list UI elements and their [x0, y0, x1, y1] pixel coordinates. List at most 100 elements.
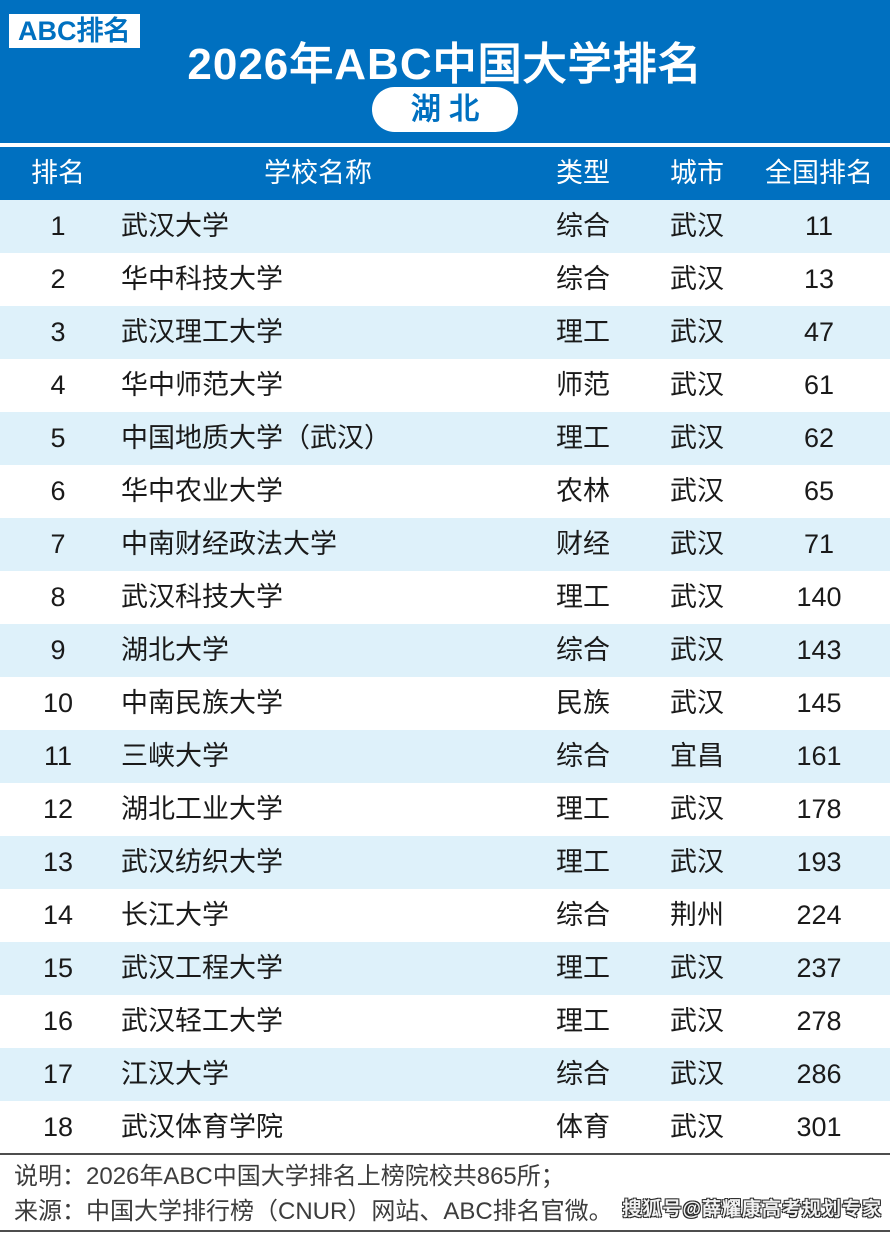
header-city: 城市 — [670, 158, 724, 188]
table-row: 8 武汉科技大学 理工 武汉 140 — [0, 571, 890, 624]
cell-rank: 9 — [50, 635, 66, 665]
cell-name: 武汉科技大学 — [121, 582, 283, 612]
cell-type: 综合 — [556, 635, 610, 665]
cell-city: 武汉 — [670, 476, 724, 506]
cell-name: 华中师范大学 — [121, 370, 283, 400]
cell-national: 71 — [803, 529, 835, 559]
cell-type: 综合 — [556, 741, 610, 771]
cell-name: 中南财经政法大学 — [121, 529, 337, 559]
cell-national: 61 — [803, 370, 835, 400]
header-national-rank: 全国排名 — [765, 158, 873, 188]
cell-name: 湖北工业大学 — [121, 794, 283, 824]
table-row: 14 长江大学 综合 荆州 224 — [0, 889, 890, 942]
watermark: 搜狐号@薛耀康高考规划专家 — [622, 1199, 882, 1220]
cell-city: 武汉 — [670, 423, 724, 453]
table-header: 排名 学校名称 类型 城市 全国排名 — [0, 147, 890, 200]
cell-rank: 15 — [42, 953, 74, 983]
cell-city: 武汉 — [670, 582, 724, 612]
cell-type: 民族 — [556, 688, 610, 718]
cell-name: 华中科技大学 — [121, 264, 283, 294]
cell-rank: 3 — [50, 317, 66, 347]
cell-name: 长江大学 — [121, 900, 229, 930]
cell-rank: 13 — [42, 847, 74, 877]
cell-rank: 2 — [50, 264, 66, 294]
cell-type: 理工 — [556, 423, 610, 453]
table-row: 5 中国地质大学（武汉） 理工 武汉 62 — [0, 412, 890, 465]
table-row: 12 湖北工业大学 理工 武汉 178 — [0, 783, 890, 836]
cell-name: 华中农业大学 — [121, 476, 283, 506]
cell-city: 武汉 — [670, 688, 724, 718]
cell-rank: 16 — [42, 1006, 74, 1036]
cell-name: 武汉工程大学 — [121, 953, 283, 983]
table-row: 17 江汉大学 综合 武汉 286 — [0, 1048, 890, 1101]
cell-national: 65 — [803, 476, 835, 506]
cell-type: 理工 — [556, 582, 610, 612]
cell-name: 江汉大学 — [121, 1059, 229, 1089]
cell-rank: 10 — [42, 688, 74, 718]
table-row: 9 湖北大学 综合 武汉 143 — [0, 624, 890, 677]
cell-rank: 12 — [42, 794, 74, 824]
cell-type: 理工 — [556, 847, 610, 877]
cell-national: 178 — [796, 794, 842, 824]
footer-source: 来源：中国大学排行榜（CNUR）网站、ABC排名官微。 — [14, 1198, 613, 1225]
cell-type: 财经 — [556, 529, 610, 559]
top-banner: ABC排名 2026年ABC中国大学排名 湖 北 — [0, 0, 890, 143]
table-row: 3 武汉理工大学 理工 武汉 47 — [0, 306, 890, 359]
cell-type: 理工 — [556, 317, 610, 347]
cell-national: 278 — [796, 1006, 842, 1036]
province-pill: 湖 北 — [372, 87, 518, 132]
cell-type: 综合 — [556, 1059, 610, 1089]
cell-national: 143 — [796, 635, 842, 665]
table-body: 1 武汉大学 综合 武汉 11 2 华中科技大学 综合 武汉 13 3 武汉理工大学 理工 武汉 47 4 华中… — [0, 200, 890, 1154]
cell-type: 理工 — [556, 953, 610, 983]
cell-name: 武汉纺织大学 — [121, 847, 283, 877]
cell-city: 宜昌 — [670, 741, 724, 771]
table-row: 6 华中农业大学 农林 武汉 65 — [0, 465, 890, 518]
cell-rank: 4 — [50, 370, 66, 400]
cell-name: 武汉轻工大学 — [121, 1006, 283, 1036]
table-row: 1 武汉大学 综合 武汉 11 — [0, 200, 890, 253]
abc-ranking-badge: ABC排名 — [9, 14, 140, 48]
footer-note: 说明：2026年ABC中国大学排名上榜院校共865所； — [14, 1163, 565, 1190]
cell-rank: 18 — [42, 1112, 74, 1142]
cell-national: 237 — [796, 953, 842, 983]
cell-rank: 7 — [50, 529, 66, 559]
cell-name: 武汉大学 — [121, 211, 229, 241]
cell-city: 武汉 — [670, 635, 724, 665]
cell-city: 武汉 — [670, 953, 724, 983]
cell-city: 武汉 — [670, 794, 724, 824]
cell-national: 286 — [796, 1059, 842, 1089]
cell-name: 湖北大学 — [121, 635, 229, 665]
cell-rank: 11 — [43, 741, 73, 771]
cell-type: 师范 — [556, 370, 610, 400]
cell-national: 62 — [803, 423, 835, 453]
table-row: 11 三峡大学 综合 宜昌 161 — [0, 730, 890, 783]
cell-city: 武汉 — [670, 1059, 724, 1089]
cell-type: 综合 — [556, 264, 610, 294]
cell-rank: 8 — [50, 582, 66, 612]
cell-city: 武汉 — [670, 847, 724, 877]
header-rank: 排名 — [31, 158, 85, 188]
cell-national: 140 — [796, 582, 842, 612]
cell-type: 体育 — [556, 1112, 610, 1142]
cell-city: 武汉 — [670, 529, 724, 559]
cell-rank: 1 — [50, 211, 66, 241]
table-row: 16 武汉轻工大学 理工 武汉 278 — [0, 995, 890, 1048]
cell-type: 综合 — [556, 211, 610, 241]
cell-rank: 5 — [50, 423, 66, 453]
cell-city: 武汉 — [670, 264, 724, 294]
table-row: 15 武汉工程大学 理工 武汉 237 — [0, 942, 890, 995]
province-pill-wrap: 湖 北 — [0, 87, 890, 132]
cell-city: 荆州 — [670, 900, 724, 930]
cell-city: 武汉 — [670, 211, 724, 241]
table-row: 13 武汉纺织大学 理工 武汉 193 — [0, 836, 890, 889]
page-title: 2026年ABC中国大学排名 — [187, 40, 703, 89]
cell-national: 224 — [796, 900, 842, 930]
cell-name: 武汉理工大学 — [121, 317, 283, 347]
cell-national: 161 — [796, 741, 842, 771]
cell-rank: 14 — [42, 900, 74, 930]
cell-city: 武汉 — [670, 1112, 724, 1142]
header-type: 类型 — [556, 158, 610, 188]
cell-national: 11 — [804, 211, 834, 241]
